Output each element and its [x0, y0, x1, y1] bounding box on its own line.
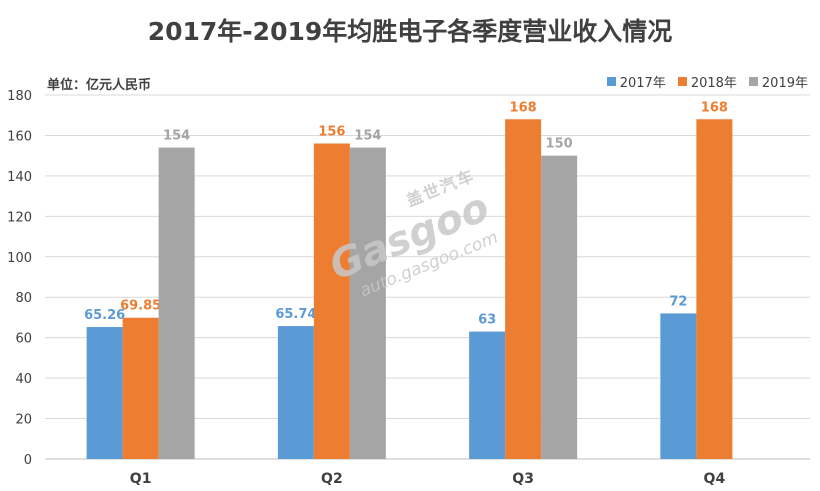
x-tick-label-q4: Q4 — [704, 471, 726, 487]
legend-swatch-2019 — [748, 77, 758, 86]
legend-item-2019: 2019年 — [748, 72, 808, 91]
data-label-q2-2: 154 — [354, 129, 381, 144]
legend-swatch-2018 — [677, 77, 687, 86]
legend-label-2019: 2019年 — [761, 76, 808, 91]
data-label-q3-2: 150 — [546, 137, 573, 152]
y-tick-label-0: 0 — [24, 453, 32, 468]
y-tick-label-80: 80 — [15, 291, 32, 306]
y-tick-label-20: 20 — [15, 413, 32, 428]
bar-q3-1 — [505, 119, 542, 460]
data-label-q1-0: 65.26 — [84, 308, 125, 323]
data-label-q3-1: 168 — [510, 100, 537, 115]
bar-q3-2 — [541, 155, 578, 459]
legend-item-2018: 2018年 — [677, 72, 737, 91]
y-tick-label-180: 180 — [7, 89, 32, 104]
legend-label-2018: 2018年 — [690, 76, 737, 91]
bar-q2-1 — [313, 143, 350, 460]
legend-swatch-2017 — [606, 77, 616, 86]
x-tick-label-q2: Q2 — [321, 471, 343, 487]
data-label-q2-0: 65.74 — [275, 307, 316, 322]
y-tick-label-60: 60 — [15, 332, 32, 347]
data-label-q1-2: 154 — [163, 129, 190, 144]
bar-q2-2 — [349, 147, 386, 460]
legend-label-2017: 2017年 — [619, 76, 666, 91]
data-label-q2-1: 156 — [318, 125, 345, 140]
bar-q4-0 — [660, 313, 697, 459]
legend: 2017年 2018年 2019年 — [606, 72, 808, 91]
data-label-q1-1: 69.85 — [120, 299, 161, 314]
chart-title: 2017年-2019年均胜电子各季度营业收入情况 — [147, 17, 673, 46]
data-label-q3-0: 63 — [478, 313, 496, 328]
legend-item-2017: 2017年 — [606, 72, 666, 91]
bar-q2-0 — [277, 326, 314, 459]
bar-q1-0 — [86, 327, 123, 459]
y-tick-label-100: 100 — [7, 251, 32, 266]
x-tick-label-q3: Q3 — [512, 471, 534, 487]
data-label-q4-0: 72 — [669, 294, 687, 309]
y-tick-label-140: 140 — [7, 170, 32, 185]
bar-q1-1 — [122, 317, 159, 459]
bar-q1-2 — [158, 147, 195, 460]
y-tick-label-40: 40 — [15, 372, 32, 387]
data-label-q4-1: 168 — [701, 100, 728, 115]
bar-q3-0 — [469, 331, 506, 459]
unit-label: 单位：亿元人民币 — [47, 78, 152, 93]
x-tick-label-q1: Q1 — [130, 471, 152, 487]
y-tick-label-120: 120 — [7, 210, 32, 225]
bar-q4-1 — [696, 119, 733, 460]
y-tick-label-160: 160 — [7, 129, 32, 144]
